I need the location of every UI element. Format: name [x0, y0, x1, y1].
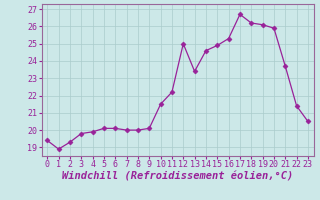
X-axis label: Windchill (Refroidissement éolien,°C): Windchill (Refroidissement éolien,°C): [62, 172, 293, 182]
